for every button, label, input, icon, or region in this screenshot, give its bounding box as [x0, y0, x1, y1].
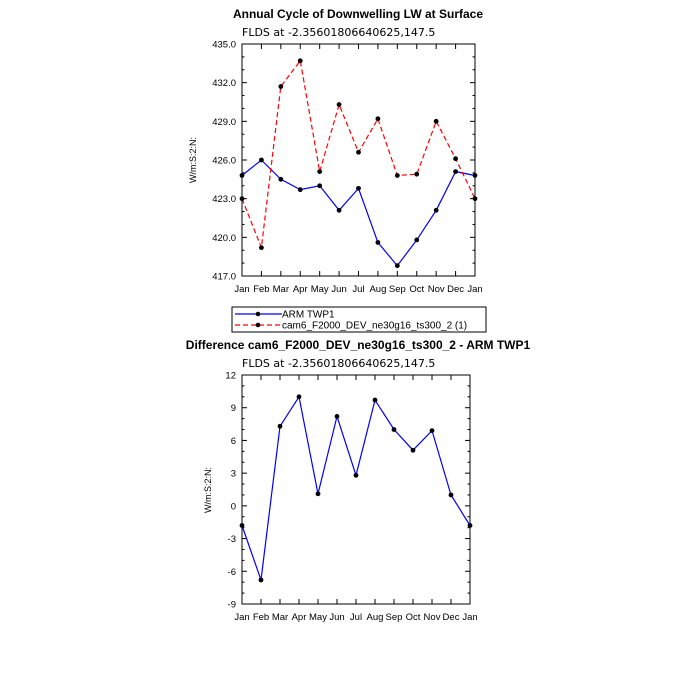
y-tick-label: 432.0 — [212, 78, 236, 89]
x-tick-label: Aug — [367, 612, 384, 623]
legend-label-cam6: cam6_F2000_DEV_ne30g16_ts300_2 (1) — [282, 321, 467, 332]
series-line-1-0 — [241, 395, 471, 581]
x-tick-label: May — [311, 284, 329, 295]
y-tick-label: 435.0 — [212, 40, 236, 51]
y-tick-label: -9 — [228, 600, 236, 611]
difference-panel: Difference cam6_F2000_DEV_ne30g16_ts300_… — [186, 338, 531, 623]
data-point — [429, 428, 435, 434]
data-point — [467, 523, 473, 528]
panel1-title: Annual Cycle of Downwelling LW at Surfac… — [233, 7, 483, 21]
x-tick-label: Oct — [406, 612, 421, 623]
x-tick-label: Jun — [329, 612, 344, 623]
x-tick-label: Jul — [352, 284, 364, 295]
data-point — [239, 523, 245, 528]
y-tick-label: 9 — [231, 403, 236, 414]
legend-marker-cam6 — [255, 322, 261, 328]
x-tick-label: Feb — [253, 284, 269, 295]
data-point — [448, 492, 454, 498]
data-point — [414, 237, 420, 243]
data-point — [315, 491, 321, 497]
panel2-ylabel: W/m:S:2:N: — [203, 467, 213, 513]
y-tick-label: 12 — [225, 371, 236, 382]
data-point — [394, 263, 400, 269]
x-tick-label: Jun — [331, 284, 346, 295]
x-tick-label: Sep — [389, 284, 406, 295]
data-point — [259, 245, 264, 251]
data-point — [259, 157, 264, 163]
data-point — [375, 116, 381, 122]
data-point — [356, 185, 361, 191]
x-tick-label: Mar — [272, 612, 288, 623]
x-tick-label: Apr — [293, 284, 308, 295]
x-tick-label: Feb — [253, 612, 269, 623]
legend-label-arm: ARM TWP1 — [282, 310, 335, 321]
x-tick-label: Dec — [443, 612, 460, 623]
panel1-subtitle: FLDS at -2.35601806640625,147.5 — [242, 26, 435, 39]
x-tick-label: Jan — [234, 284, 249, 295]
y-tick-label: 429.0 — [212, 117, 236, 128]
legend-marker-arm — [255, 311, 261, 317]
data-point — [278, 84, 284, 89]
series-line-0-0 — [241, 159, 476, 267]
x-tick-label: Mar — [273, 284, 289, 295]
panel2-subtitle: FLDS at -2.35601806640625,147.5 — [242, 357, 435, 370]
x-tick-label: Nov — [424, 612, 441, 623]
data-point — [394, 173, 400, 178]
data-point — [410, 447, 416, 453]
data-point — [317, 183, 323, 189]
data-point — [375, 240, 381, 245]
y-tick-label: 423.0 — [212, 194, 236, 205]
panel1-plot-frame — [241, 43, 476, 277]
y-tick-label: 417.0 — [212, 272, 236, 283]
x-tick-label: Sep — [386, 612, 403, 623]
data-point — [336, 207, 342, 213]
data-point — [297, 58, 303, 64]
y-tick-label: 0 — [231, 501, 236, 512]
y-tick-label: 426.0 — [212, 156, 236, 167]
x-tick-label: Aug — [369, 284, 386, 295]
data-point — [297, 187, 303, 193]
data-point — [334, 414, 340, 419]
data-point — [391, 427, 397, 432]
data-point — [433, 118, 439, 124]
data-point — [453, 156, 458, 162]
panel2-title: Difference cam6_F2000_DEV_ne30g16_ts300_… — [186, 338, 531, 352]
x-tick-label: Jan — [234, 612, 249, 623]
data-point — [372, 397, 378, 403]
x-tick-label: Jan — [467, 284, 482, 295]
data-point — [278, 176, 284, 182]
y-tick-label: -6 — [228, 567, 236, 578]
data-point — [336, 102, 342, 107]
x-tick-label: May — [309, 612, 327, 623]
data-point — [414, 171, 420, 177]
legend-box — [231, 306, 487, 333]
x-tick-label: Dec — [447, 284, 464, 295]
data-point — [356, 149, 361, 155]
y-tick-label: 3 — [231, 469, 236, 480]
x-tick-label: Nov — [428, 284, 445, 295]
y-tick-label: 420.0 — [212, 233, 236, 244]
panel1-ylabel: W/m:S:2:N: — [188, 137, 198, 183]
x-tick-label: Apr — [292, 612, 307, 623]
y-tick-label: -3 — [228, 534, 236, 545]
data-point — [472, 173, 478, 178]
data-point — [472, 196, 478, 202]
annual-cycle-panel: Annual Cycle of Downwelling LW at Surfac… — [188, 7, 483, 295]
x-tick-label: Jul — [350, 612, 362, 623]
x-tick-label: Oct — [409, 284, 424, 295]
data-point — [239, 173, 245, 178]
y-tick-label: 6 — [231, 436, 236, 447]
x-tick-label: Jan — [462, 612, 477, 623]
data-point — [353, 472, 359, 478]
data-point — [277, 423, 283, 429]
panel2-plot-frame — [241, 374, 471, 605]
legend: ARM TWP1 cam6_F2000_DEV_ne30g16_ts300_2 … — [231, 306, 487, 333]
data-point — [433, 207, 439, 213]
data-point — [296, 394, 302, 400]
data-point — [239, 196, 245, 202]
data-point — [453, 169, 458, 175]
data-point — [317, 169, 323, 175]
data-point — [258, 577, 264, 583]
